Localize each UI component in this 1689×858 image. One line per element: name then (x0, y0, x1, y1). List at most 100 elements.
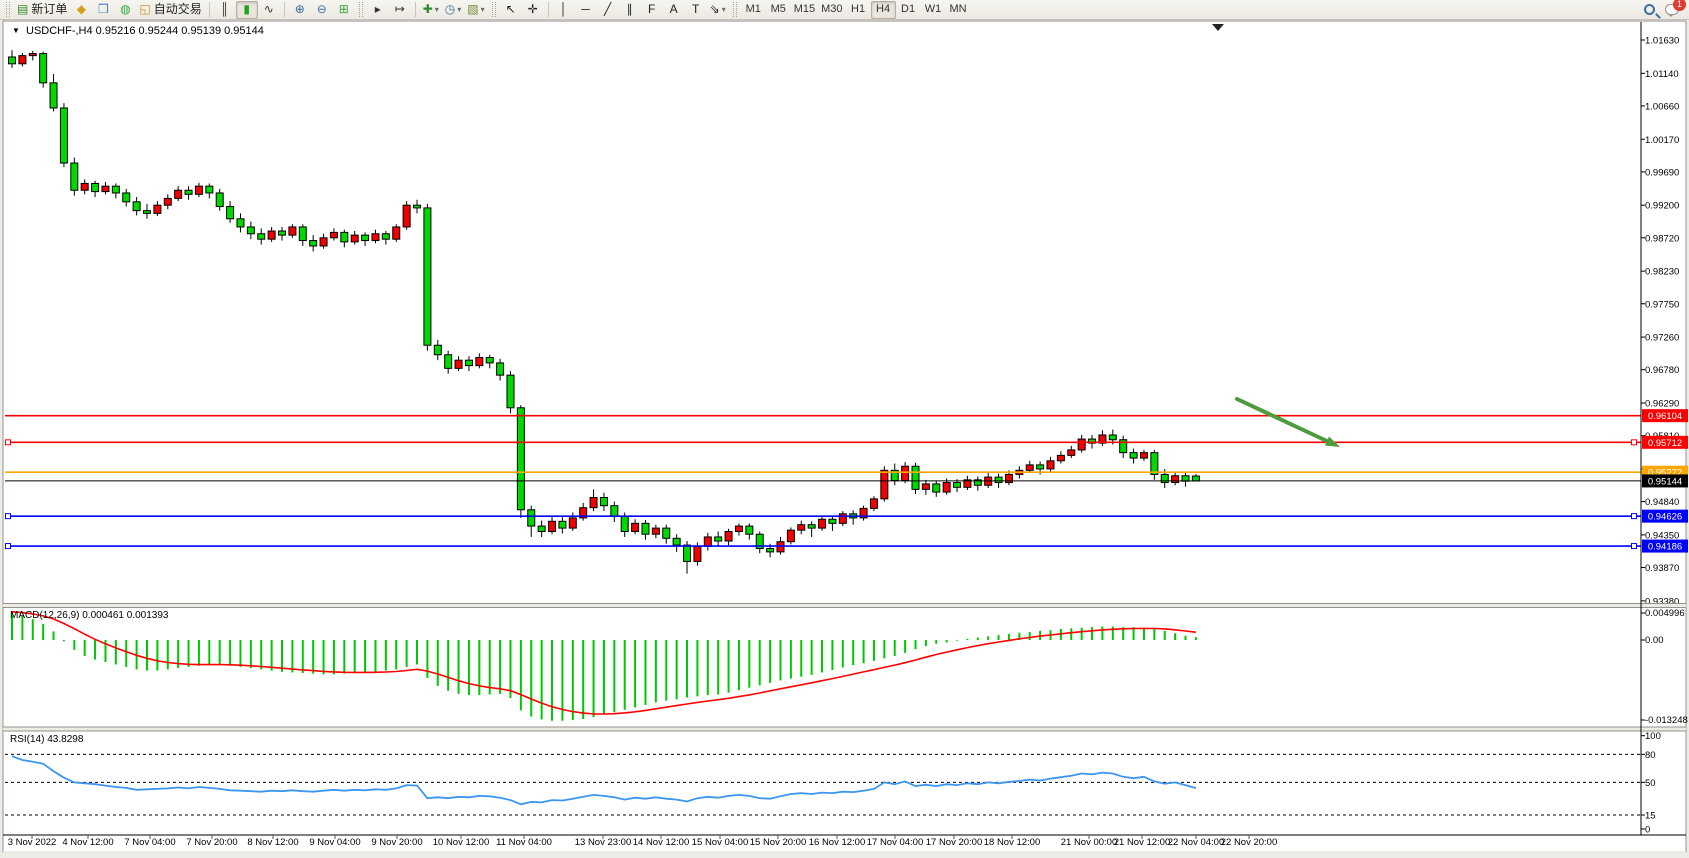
pane-separator-macd-rsi[interactable] (3, 726, 1686, 732)
market-watch-button[interactable]: ◆ (70, 1, 92, 19)
rsi-indicator-pane: 100 80 50 15 0 (5, 731, 1661, 836)
crosshair-button[interactable]: ✛ (522, 1, 544, 19)
chevron-down-icon[interactable]: ▾ (721, 5, 726, 14)
timeframe-group: M1 M5 M15 M30 H1 H4 D1 W1 MN (741, 0, 971, 20)
main-toolbar: ▤ 新订单 ◆ ❒ ◍ ◱ 自动交易 ║ ▮ ∿ ⊕ ⊖ ⊞ ▸ ↦ ✚ ▾ ◷ ▾ ▧ ▾ ↖ ✛ │ ─ ╱ ∥ F A T ⇘ ▾ M1 M… (0, 0, 1689, 20)
text-button[interactable]: A (663, 1, 685, 19)
svg-text:0.00: 0.00 (1645, 635, 1664, 646)
svg-text:4 Nov 12:00: 4 Nov 12:00 (62, 837, 113, 848)
svg-text:50: 50 (1645, 778, 1656, 789)
chart-shift-button[interactable]: ↦ (389, 1, 411, 19)
timeframe-m30[interactable]: M30 (821, 3, 843, 15)
horizontal-line-0.94626[interactable]: 0.94626 (5, 509, 1688, 523)
svg-text:0.94626: 0.94626 (1648, 512, 1682, 523)
macd-label: MACD(12,26,9) 0.000461 0.001393 (10, 610, 169, 621)
toolbar-grip (6, 2, 10, 17)
horizontal-line-0.94186[interactable]: 0.94186 (5, 539, 1688, 553)
toolbar-separator (547, 2, 549, 17)
timeframe-d1[interactable]: D1 (901, 3, 916, 15)
line-chart-button[interactable]: ∿ (258, 1, 280, 19)
tile-icon: ⊞ (338, 2, 349, 16)
svg-text:13 Nov 23:00: 13 Nov 23:00 (575, 837, 632, 848)
auto-scroll-button[interactable]: ▸ (367, 1, 389, 19)
connection-button[interactable]: ◍ (114, 1, 136, 19)
arrows-button[interactable]: ⇘ ▾ (707, 1, 729, 19)
svg-text:-0.013248: -0.013248 (1645, 715, 1688, 726)
profiles-button[interactable]: ❒ (92, 1, 114, 19)
macd-indicator-pane: 0.004996 0.00 -0.013248 (11, 608, 1688, 726)
bar-chart-button[interactable]: ║ (214, 1, 236, 19)
svg-text:3 Nov 2022: 3 Nov 2022 (8, 837, 57, 848)
current-price-line: 0.95144 (5, 474, 1688, 488)
trendline-button[interactable]: ╱ (597, 1, 619, 19)
svg-text:0.99200: 0.99200 (1645, 201, 1679, 212)
svg-text:0: 0 (1645, 825, 1650, 836)
zoom-out-button[interactable]: ⊖ (311, 1, 333, 19)
new-order-icon: ▤ (17, 2, 29, 16)
new-order-button[interactable]: ▤ 新订单 (14, 1, 70, 19)
cursor-button[interactable]: ↖ (500, 1, 522, 19)
indicators-button[interactable]: ✚ ▾ (420, 1, 442, 19)
svg-text:0.94840: 0.94840 (1645, 497, 1679, 508)
hline-button[interactable]: ─ (575, 1, 597, 19)
timeframe-m15[interactable]: M15 (793, 3, 816, 15)
timeframe-m5[interactable]: M5 (770, 3, 786, 15)
horizontal-line-0.96104[interactable]: 0.96104 (5, 409, 1688, 423)
templates-icon: ▧ (467, 2, 479, 16)
timeframe-h4[interactable]: H4 (870, 0, 896, 19)
tile-windows-button[interactable]: ⊞ (333, 1, 355, 19)
zoom-in-button[interactable]: ⊕ (289, 1, 311, 19)
notifications-button[interactable]: 1 (1665, 0, 1686, 17)
svg-text:18 Nov 12:00: 18 Nov 12:00 (984, 837, 1041, 848)
svg-text:15: 15 (1645, 811, 1656, 822)
line-icon: ∿ (263, 2, 274, 16)
svg-text:21 Nov 00:00: 21 Nov 00:00 (1061, 837, 1118, 848)
candlestick-series (8, 50, 1200, 574)
trend-arrow-annotation[interactable] (1235, 397, 1340, 447)
svg-text:1.00660: 1.00660 (1645, 101, 1679, 112)
templates-button[interactable]: ▧ ▾ (464, 1, 487, 19)
connection-icon: ◍ (120, 2, 131, 16)
svg-text:22 Nov 20:00: 22 Nov 20:00 (1221, 837, 1278, 848)
svg-text:10 Nov 12:00: 10 Nov 12:00 (433, 837, 490, 848)
chevron-down-icon[interactable]: ▾ (457, 5, 462, 14)
svg-text:15 Nov 20:00: 15 Nov 20:00 (750, 837, 807, 848)
toolbar-separator (208, 2, 210, 17)
vline-icon: │ (559, 2, 568, 16)
timeframe-m1[interactable]: M1 (745, 3, 761, 15)
time-axis[interactable]: 3 Nov 2022 4 Nov 12:00 7 Nov 04:00 7 Nov 20… (8, 835, 1278, 848)
shift-icon: ↦ (394, 2, 405, 16)
autotrading-button[interactable]: ◱ 自动交易 (136, 1, 204, 19)
timeframe-mn[interactable]: MN (949, 3, 967, 15)
pane-separator-price-macd[interactable] (3, 603, 1686, 608)
svg-text:15 Nov 04:00: 15 Nov 04:00 (692, 837, 749, 848)
autotrading-icon: ◱ (139, 2, 151, 16)
label-button[interactable]: T (685, 1, 707, 19)
autoscroll-icon: ▸ (374, 2, 381, 16)
periods-button[interactable]: ◷ ▾ (442, 1, 465, 19)
channel-button[interactable]: ∥ (619, 1, 641, 19)
chevron-down-icon[interactable]: ▾ (480, 5, 485, 14)
vline-button[interactable]: │ (553, 1, 575, 19)
svg-text:9 Nov 20:00: 9 Nov 20:00 (371, 837, 422, 848)
search-icon[interactable] (1644, 4, 1655, 15)
indicators-icon: ✚ (422, 2, 433, 16)
svg-text:14 Nov 12:00: 14 Nov 12:00 (633, 837, 690, 848)
timeframe-h1[interactable]: H1 (851, 3, 866, 15)
svg-text:8 Nov 12:00: 8 Nov 12:00 (247, 837, 298, 848)
toolbar-grip (732, 2, 737, 17)
svg-text:80: 80 (1645, 750, 1656, 761)
chart-shift-marker[interactable] (1212, 24, 1224, 31)
horizontal-line-0.95712[interactable]: 0.95712 (5, 435, 1688, 449)
notification-badge: 1 (1673, 0, 1686, 11)
svg-text:1.00170: 1.00170 (1645, 135, 1679, 146)
timeframe-w1[interactable]: W1 (924, 3, 942, 15)
candlestick-button[interactable]: ▮ (235, 0, 258, 19)
svg-text:0.004996: 0.004996 (1645, 608, 1685, 619)
label-icon: T (691, 2, 700, 16)
hline-icon: ─ (581, 2, 590, 16)
symbol-dropdown-icon[interactable]: ▼ (12, 26, 20, 35)
chevron-down-icon[interactable]: ▾ (434, 5, 439, 14)
fibo-button[interactable]: F (641, 1, 663, 19)
